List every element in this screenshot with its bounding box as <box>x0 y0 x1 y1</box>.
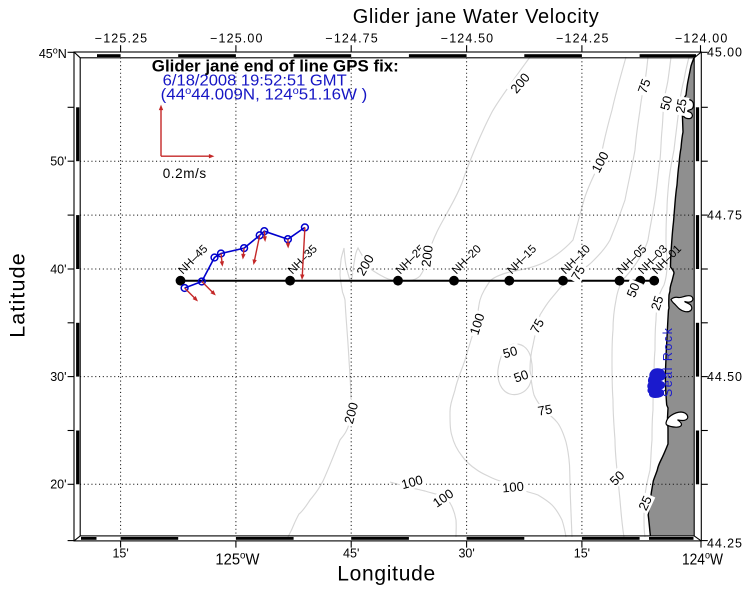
svg-text:15': 15' <box>112 546 128 560</box>
svg-text:200: 200 <box>418 244 436 267</box>
svg-text:0.2m/s: 0.2m/s <box>163 166 207 181</box>
svg-text:50: 50 <box>501 343 519 361</box>
svg-text:−124.50: −124.50 <box>441 31 493 45</box>
svg-text:25: 25 <box>635 493 655 512</box>
svg-text:75: 75 <box>635 77 654 96</box>
svg-text:−124.00: −124.00 <box>675 31 727 45</box>
svg-text:25: 25 <box>648 294 667 312</box>
svg-text:200: 200 <box>341 401 361 426</box>
svg-text:6/18/2008 19:52:51 GMT: 6/18/2008 19:52:51 GMT <box>163 72 347 89</box>
svg-text:15': 15' <box>574 546 590 560</box>
svg-text:50: 50 <box>623 281 642 300</box>
svg-text:75: 75 <box>568 263 588 283</box>
svg-text:−125.00: −125.00 <box>210 31 262 45</box>
svg-text:100: 100 <box>467 311 488 336</box>
svg-text:−125.25: −125.25 <box>95 31 147 45</box>
svg-text:20': 20' <box>50 478 66 492</box>
svg-text:30': 30' <box>458 546 474 560</box>
svg-text:Glider jane end of line GPS fi: Glider jane end of line GPS fix: <box>152 57 399 76</box>
svg-text:75: 75 <box>537 401 554 418</box>
svg-text:45oN: 45oN <box>39 45 67 61</box>
svg-text:75: 75 <box>527 316 547 336</box>
svg-text:−124.75: −124.75 <box>325 31 377 45</box>
svg-text:45.00: 45.00 <box>707 46 742 60</box>
svg-text:Latitude: Latitude <box>6 253 30 338</box>
svg-text:100: 100 <box>502 479 525 496</box>
svg-text:40': 40' <box>50 262 66 276</box>
svg-text:50: 50 <box>657 94 675 112</box>
svg-text:50: 50 <box>512 367 531 386</box>
svg-text:125oW: 125oW <box>215 550 260 569</box>
svg-text:30': 30' <box>50 370 66 384</box>
svg-text:−124.25: −124.25 <box>556 31 608 45</box>
svg-text:Glider jane Water Velocity: Glider jane Water Velocity <box>353 6 599 28</box>
svg-text:50': 50' <box>50 155 66 169</box>
svg-text:44.50: 44.50 <box>707 370 742 384</box>
svg-text:124oW: 124oW <box>682 550 724 569</box>
svg-text:100: 100 <box>400 472 425 492</box>
svg-text:Longitude: Longitude <box>337 563 435 586</box>
svg-text:44.25: 44.25 <box>707 537 742 551</box>
svg-text:45': 45' <box>343 546 359 560</box>
svg-text:44.75: 44.75 <box>707 208 742 222</box>
svg-text:25: 25 <box>672 98 689 115</box>
